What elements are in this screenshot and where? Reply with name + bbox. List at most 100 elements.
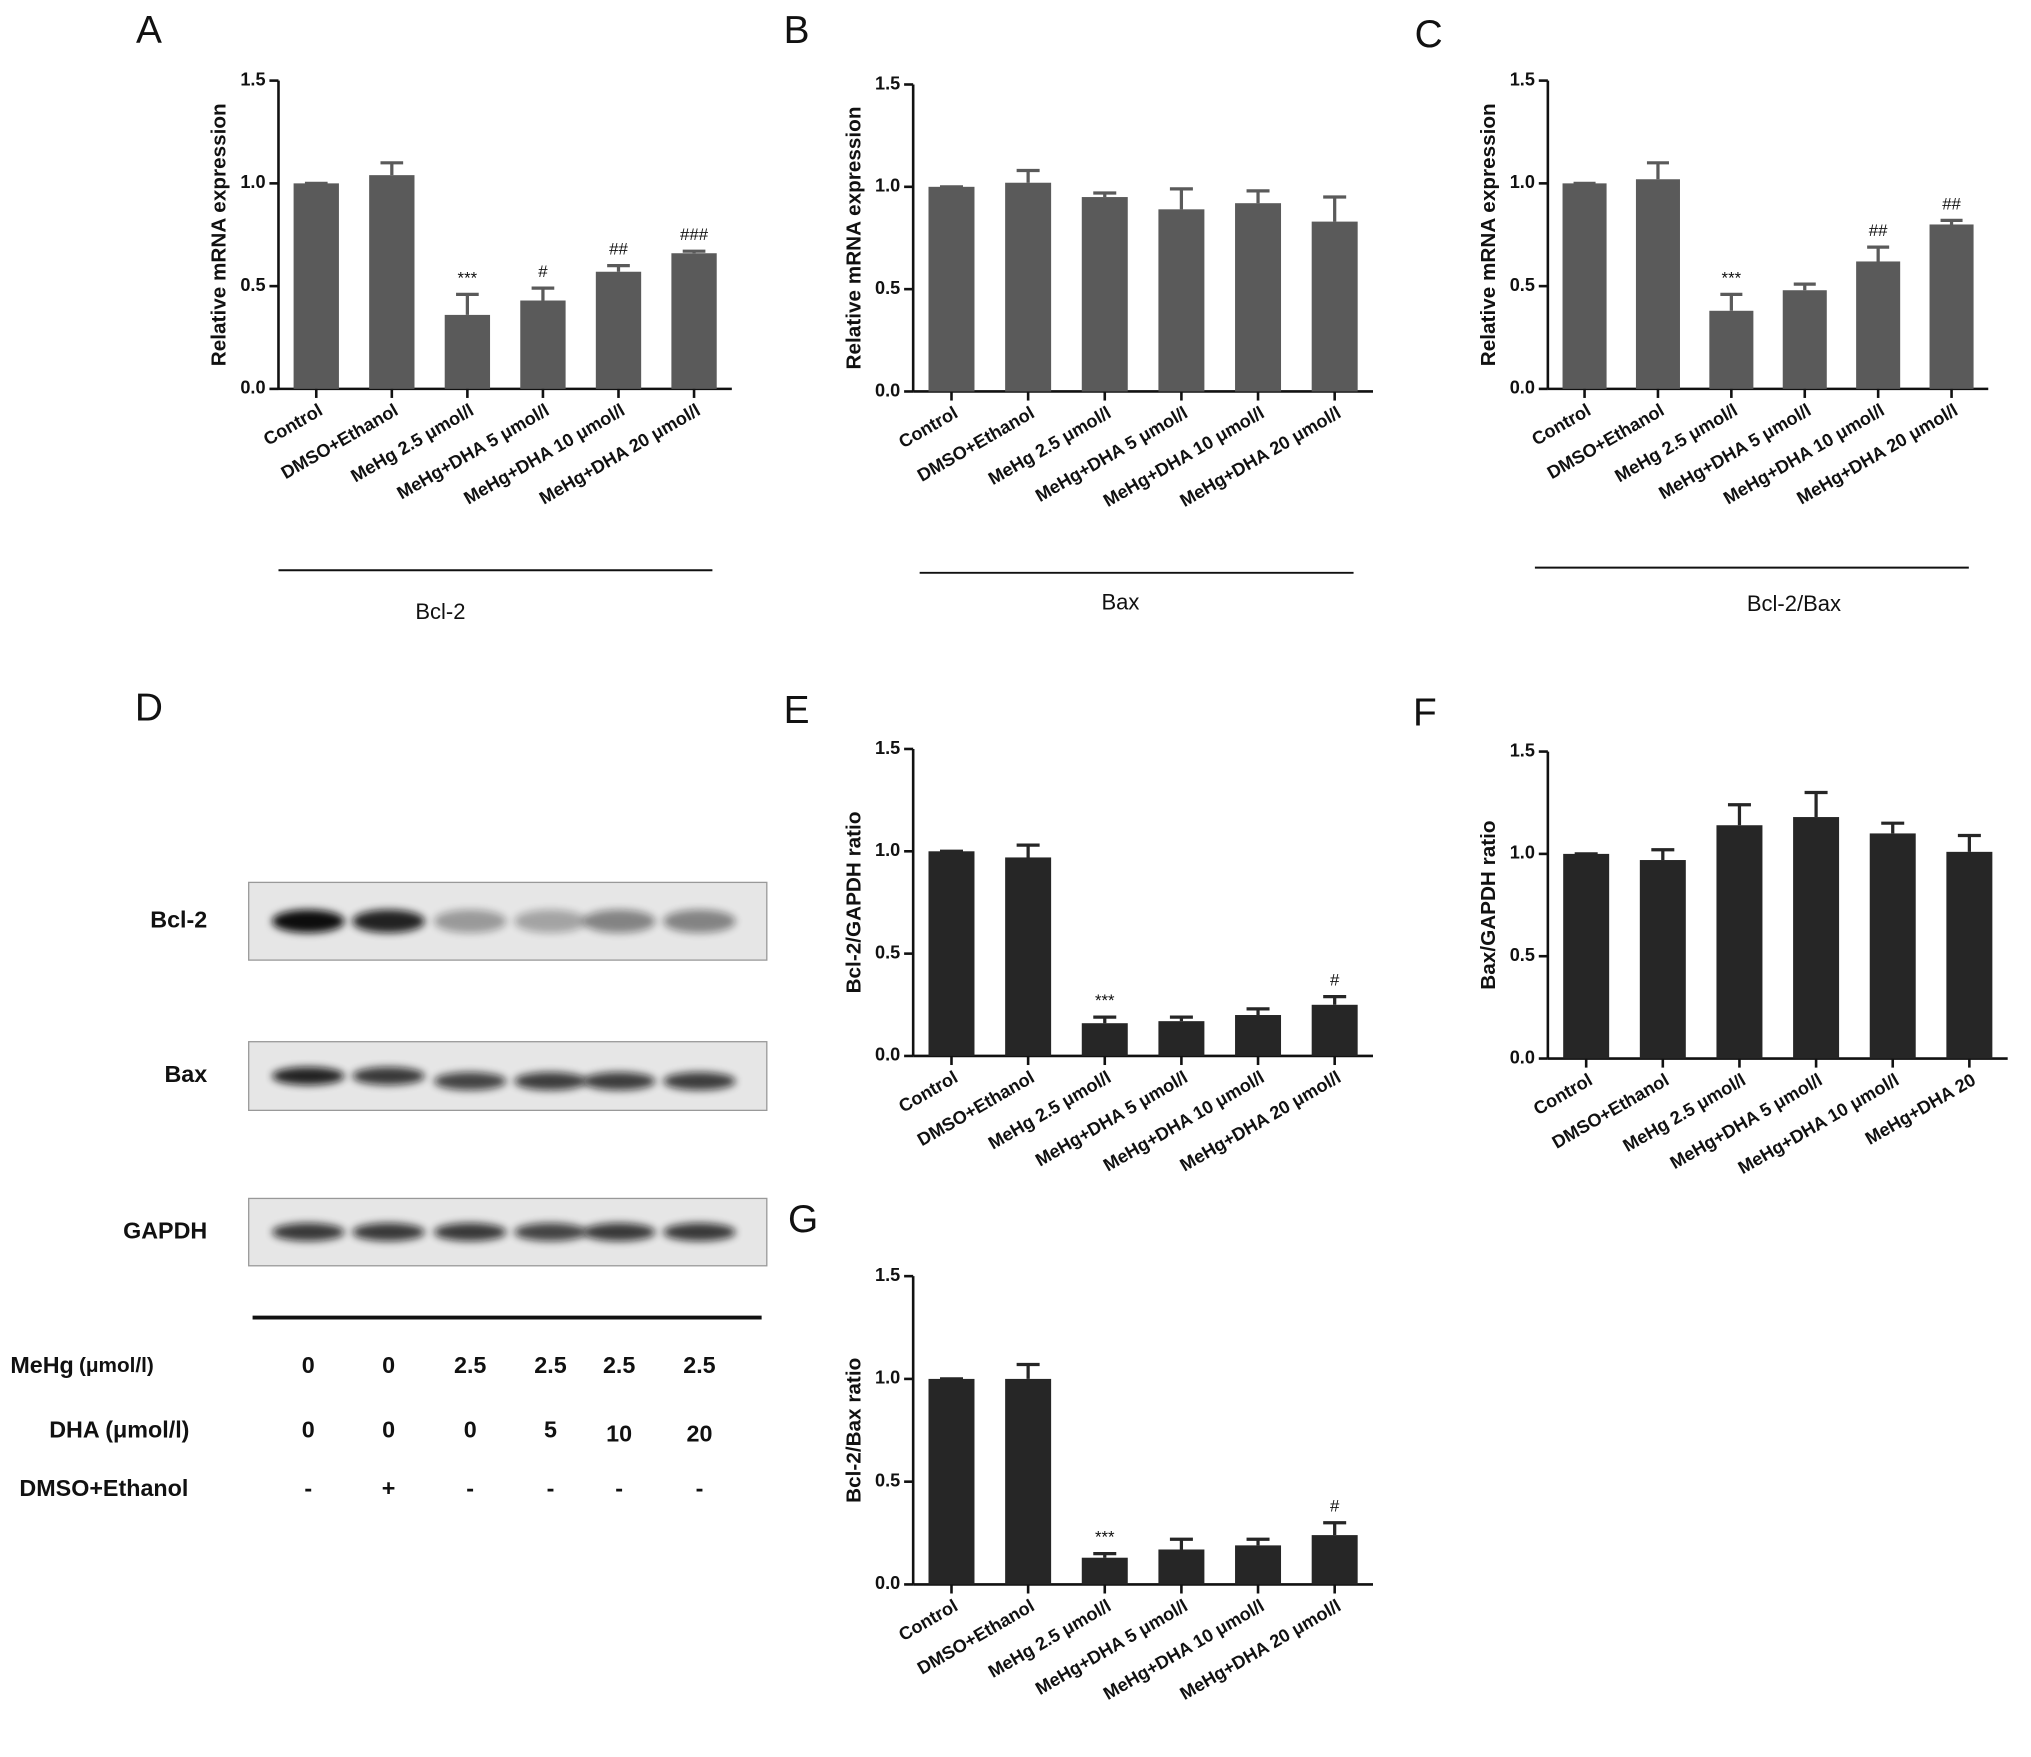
panel-letter: D — [135, 686, 163, 729]
bar — [1563, 853, 1610, 1059]
y-axis-label: Bcl-2/GAPDH ratio — [842, 812, 865, 994]
row-value: 2.5 — [454, 1352, 486, 1378]
y-axis-label: Bax/GAPDH ratio — [1477, 820, 1500, 989]
significance-label: ### — [680, 225, 709, 244]
error-bar — [1093, 191, 1117, 198]
y-tick-label: 1.0 — [875, 1368, 900, 1388]
x-tick-label: Control — [895, 1067, 961, 1117]
bar — [1005, 182, 1052, 392]
panel-letter: E — [784, 689, 810, 732]
blot-band — [663, 1223, 736, 1242]
bar — [928, 1378, 975, 1585]
bar — [1081, 1023, 1128, 1056]
row-label: DHA (μmol/l) — [49, 1417, 189, 1443]
blot-band — [582, 909, 656, 933]
y-tick-label: 0.0 — [875, 1045, 900, 1065]
y-tick-label: 0.5 — [1510, 275, 1535, 295]
bar — [928, 851, 975, 1056]
row-value: 20 — [686, 1421, 712, 1447]
significance-label: ## — [1942, 194, 1961, 213]
error-bar — [1246, 1007, 1270, 1016]
blot-band — [582, 1223, 656, 1242]
significance-label: ## — [609, 239, 628, 258]
significance-label: # — [538, 262, 548, 281]
significance-label: *** — [1722, 268, 1742, 287]
bar — [1311, 221, 1358, 392]
panel-letter: C — [1415, 13, 1443, 56]
row-value: 5 — [544, 1417, 557, 1443]
row-value: 0 — [464, 1417, 477, 1443]
error-bar — [456, 292, 479, 315]
error-bar — [1867, 245, 1890, 262]
blot-band — [514, 1223, 587, 1242]
bar — [595, 271, 642, 389]
error-bar — [1646, 161, 1669, 180]
bar — [1782, 290, 1827, 389]
bar — [1793, 817, 1840, 1059]
bar — [1005, 857, 1052, 1056]
blot-band — [272, 909, 345, 933]
row-value: 2.5 — [534, 1352, 566, 1378]
panel-letter: A — [136, 9, 162, 52]
row-value: 0 — [382, 1352, 395, 1378]
row-value: 10 — [606, 1421, 632, 1447]
significance-label: ## — [1869, 221, 1888, 240]
x-tick-label: Control — [895, 402, 961, 452]
blot-band — [663, 909, 736, 933]
error-bar — [1169, 1015, 1193, 1022]
panel-letter: F — [1413, 692, 1437, 735]
row-label: MeHg (μmol/l) — [10, 1352, 153, 1378]
bar — [1716, 825, 1763, 1059]
blot-band — [663, 1072, 736, 1091]
significance-label: *** — [1095, 991, 1115, 1010]
row-label: DMSO+Ethanol — [19, 1475, 188, 1501]
error-bar — [1957, 833, 1981, 852]
y-tick-label: 1.0 — [875, 176, 900, 196]
error-bar — [1169, 1537, 1193, 1550]
bar — [1562, 183, 1607, 389]
y-axis-label: Relative mRNA expression — [842, 107, 865, 370]
bar — [293, 183, 339, 389]
x-tick-label: Control — [895, 1595, 961, 1645]
significance-label: # — [1330, 971, 1340, 990]
row-value: - — [696, 1475, 704, 1501]
blot-band — [352, 1066, 425, 1086]
band-label: Bcl-2 — [150, 906, 207, 932]
error-bar — [1016, 1362, 1040, 1379]
row-label-name: MeHg — [10, 1352, 73, 1378]
y-tick-label: 1.5 — [875, 73, 900, 93]
y-tick-label: 1.5 — [1510, 69, 1535, 89]
bar — [520, 300, 566, 389]
y-axis-label: Bcl-2/Bax ratio — [842, 1358, 865, 1503]
bar — [1081, 1557, 1128, 1585]
blot-band — [433, 1223, 507, 1242]
bar — [1235, 203, 1282, 392]
error-bar — [607, 263, 630, 272]
bar — [1158, 209, 1205, 392]
blot-band — [352, 909, 425, 933]
y-tick-label: 1.0 — [875, 840, 900, 860]
y-tick-label: 0.0 — [875, 380, 900, 400]
blot-band — [352, 1223, 425, 1242]
y-tick-label: 0.5 — [875, 942, 900, 962]
error-bar — [1793, 282, 1816, 291]
blot-band — [514, 1072, 587, 1091]
y-tick-label: 0.5 — [875, 278, 900, 298]
significance-label: *** — [1095, 1528, 1115, 1547]
error-bar — [1940, 218, 1963, 225]
row-value: + — [382, 1475, 396, 1501]
error-bar — [1093, 1015, 1117, 1024]
blot-band — [582, 1072, 656, 1091]
blot-band — [433, 1072, 507, 1091]
bar — [1856, 261, 1901, 389]
row-label-unit: (μmol/l) — [79, 1354, 154, 1377]
bar — [444, 314, 491, 389]
panel-letter: B — [784, 9, 810, 52]
y-tick-label: 1.0 — [1510, 843, 1535, 863]
bar — [1869, 833, 1916, 1059]
row-value: 0 — [302, 1417, 315, 1443]
bar — [1946, 851, 1993, 1059]
bar — [1158, 1021, 1205, 1056]
error-bar — [1323, 195, 1347, 222]
y-tick-label: 0.5 — [240, 275, 265, 295]
